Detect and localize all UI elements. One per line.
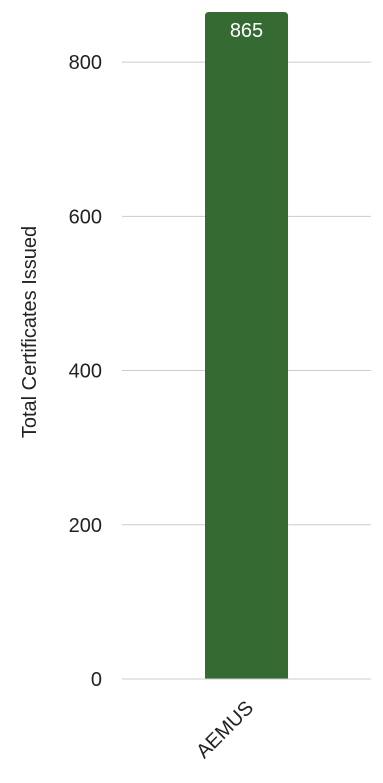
y-tick-label: 600	[69, 206, 102, 228]
y-tick-label: 0	[91, 669, 102, 691]
bar-aemus	[205, 12, 288, 679]
y-tick-label: 400	[69, 361, 102, 383]
y-tick-label: 200	[69, 515, 102, 537]
bars: 865	[205, 12, 288, 679]
x-tick-label: AEMUS	[192, 697, 258, 763]
y-tick-label: 800	[69, 52, 102, 74]
y-axis-title: Total Certificates Issued	[19, 226, 41, 438]
data-label: 865	[230, 20, 263, 42]
